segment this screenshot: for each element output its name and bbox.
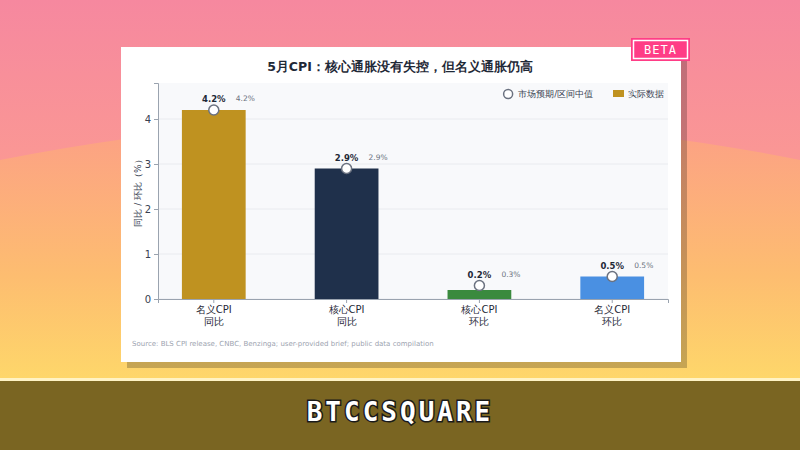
source-note: Source: BLS CPI release, CNBC, Benzinga;… — [132, 340, 434, 348]
expectation-value-label: 0.3% — [501, 270, 520, 279]
y-tick-label: 0 — [145, 294, 151, 305]
expectation-marker — [607, 272, 617, 282]
x-tick-mark — [346, 299, 347, 303]
x-tick-label: 名义CPI环比 — [594, 304, 630, 327]
plot-area — [158, 83, 668, 299]
expectation-value-label: 2.9% — [369, 153, 388, 162]
y-tick-mark — [154, 299, 158, 300]
y-axis-title: 同比 / 环比（%） — [133, 155, 143, 226]
expectation-marker — [474, 281, 484, 291]
y-tick: 2 — [145, 204, 158, 215]
page: BTCCSQUARE BETA 5月CPI：核心通胀没有失控，但名义通胀仍高 0 1 2 3… — [0, 0, 800, 450]
bar-value-label: 4.2% — [202, 94, 226, 104]
x-tick-label-line: 核心CPI — [460, 304, 497, 315]
x-tick-label-line: 名义CPI — [196, 304, 232, 315]
x-tick-label: 核心CPI同比 — [328, 304, 365, 327]
x-tick-label-line: 环比 — [469, 316, 489, 327]
badge-border — [634, 41, 688, 59]
y-tick-label: 2 — [145, 204, 151, 215]
y-tick: 3 — [145, 159, 158, 170]
x-tick-mark — [213, 299, 214, 303]
x-axis: 名义CPI同比核心CPI同比核心CPI环比名义CPI环比 — [159, 299, 669, 327]
legend-label: 市场预期/区间中值 — [518, 89, 593, 99]
x-tick: 核心CPI同比 — [328, 299, 365, 327]
x-tick-label-line: 核心CPI — [328, 304, 365, 315]
legend-swatch — [613, 90, 624, 97]
y-tick: 1 — [145, 249, 158, 260]
badge-box — [631, 38, 690, 61]
x-tick: 核心CPI环比 — [460, 299, 497, 327]
footer-band — [0, 380, 800, 450]
y-tick-mark — [154, 119, 158, 120]
y-tick-mark — [154, 254, 158, 255]
x-tick: 名义CPI同比 — [196, 299, 232, 327]
data-labels: 4.2% 4.2% 2.9% 2.9% 0.2% 0.3% 0.5% 0.5% — [202, 94, 653, 280]
bar — [315, 169, 379, 300]
expectation-value-label: 4.2% — [236, 94, 255, 103]
legend-label: 实际数据 — [628, 89, 664, 99]
x-tick-label-line: 同比 — [204, 316, 224, 327]
legend: 实际数据 市场预期/区间中值 — [504, 89, 664, 99]
expectation-value-label: 0.5% — [634, 261, 653, 270]
y-tick: 0 — [145, 294, 158, 305]
x-tick-label-line: 同比 — [337, 316, 357, 327]
y-tick-mark — [154, 209, 158, 210]
x-tick-mark — [612, 299, 613, 303]
footer-line — [0, 378, 800, 381]
x-axis-line — [159, 300, 669, 304]
y-axis-line — [154, 84, 159, 300]
x-tick-label-line: 名义CPI — [594, 304, 630, 315]
expectation-marker — [209, 105, 219, 115]
background — [0, 0, 800, 380]
card — [121, 47, 681, 362]
chart-title: 5月CPI：核心通胀没有失控，但名义通胀仍高 — [267, 59, 533, 74]
x-tick-mark — [479, 299, 480, 303]
y-tick-label: 4 — [145, 114, 151, 125]
y-tick-label: 3 — [145, 159, 151, 170]
y-tick: 4 — [145, 114, 158, 125]
bar-value-label: 0.5% — [600, 261, 624, 271]
bar — [182, 110, 246, 299]
x-tick-label-line: 环比 — [602, 316, 622, 327]
x-tick: 名义CPI环比 — [594, 299, 630, 327]
bar-value-label: 0.2% — [468, 270, 492, 280]
expectation-marker — [342, 164, 352, 174]
y-tick-label: 1 — [145, 249, 151, 260]
x-tick-label: 核心CPI环比 — [460, 304, 497, 327]
legend-swatch — [504, 90, 513, 99]
marks — [182, 105, 644, 299]
badge-text: BETA — [644, 43, 677, 57]
y-tick-mark — [154, 164, 158, 165]
x-tick-label: 名义CPI同比 — [196, 304, 232, 327]
bar — [448, 290, 512, 299]
brand: BTCCSQUARE — [307, 397, 494, 427]
bar-value-label: 2.9% — [335, 153, 359, 163]
y-axis: 0 1 2 3 4 — [145, 84, 159, 305]
